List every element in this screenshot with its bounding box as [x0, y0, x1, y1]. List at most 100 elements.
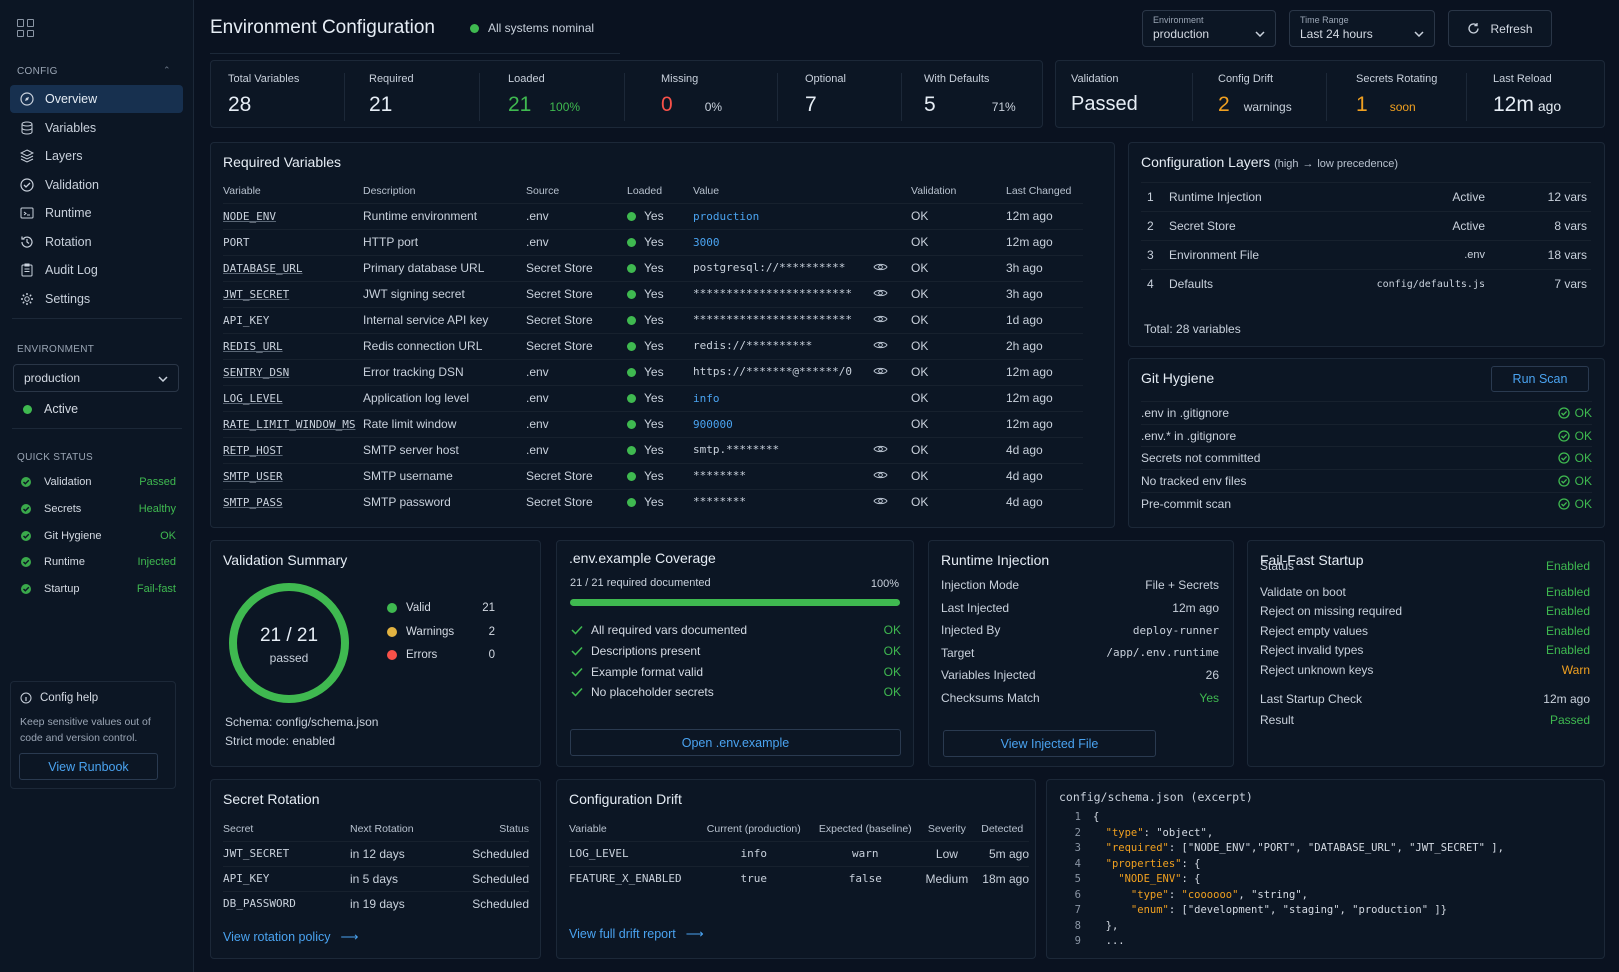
stat-missing: Missing 0 0%: [661, 73, 723, 116]
table-row[interactable]: NODE_ENV Runtime environment .env Yes produc…: [223, 202, 1083, 229]
table-row[interactable]: API_KEY Internal service API key Secret St…: [223, 306, 1083, 333]
table-row[interactable]: API_KEY in 5 days Scheduled: [223, 865, 529, 891]
eye-icon[interactable]: [873, 366, 888, 379]
table-row[interactable]: DB_PASSWORD in 19 days Scheduled: [223, 890, 529, 916]
layer-rank: 4: [1141, 269, 1169, 299]
variable-name[interactable]: JWT_SECRET: [223, 280, 363, 307]
info-icon: [20, 692, 32, 704]
variable-description: JWT signing secret: [363, 280, 526, 307]
variable-name[interactable]: SMTP_USER: [223, 462, 363, 489]
variable-name[interactable]: DATABASE_URL: [223, 254, 363, 281]
table-row[interactable]: FEATURE_X_ENABLED true false Medium 18m ago: [569, 865, 1029, 891]
code-token: "enum": [1093, 904, 1169, 916]
table-row[interactable]: RATE_LIMIT_WINDOW_MS Rate limit window .en…: [223, 410, 1083, 437]
check-icon: [571, 667, 583, 677]
fail-fast-value: Enabled: [1545, 643, 1590, 657]
view-runbook-button[interactable]: View Runbook: [19, 753, 158, 780]
quick-status-runtime[interactable]: Runtime Injected: [20, 552, 176, 572]
eye-icon[interactable]: [873, 262, 888, 275]
table-row[interactable]: JWT_SECRET in 12 days Scheduled: [223, 840, 529, 866]
code-line: "required": ["NODE_ENV","PORT", "DATABAS…: [1093, 841, 1504, 857]
sidebar-item-runtime[interactable]: Runtime: [10, 199, 183, 227]
variable-value: postgresql://**********: [693, 254, 911, 281]
environment-select[interactable]: Environment production: [1142, 10, 1276, 47]
table-row[interactable]: JWT_SECRET JWT signing secret Secret Store…: [223, 280, 1083, 307]
variable-name[interactable]: PORT: [223, 228, 363, 255]
table-row[interactable]: LOG_LEVEL Application log level .env Yes inf…: [223, 384, 1083, 411]
table-row[interactable]: SENTRY_DSN Error tracking DSN .env Yes https…: [223, 358, 1083, 385]
variable-name[interactable]: REDIS_URL: [223, 332, 363, 359]
runtime-row: Variables Injected 26: [941, 664, 1219, 686]
sidebar-item-layers[interactable]: Layers: [10, 142, 183, 170]
sidebar-item-overview[interactable]: Overview: [10, 85, 183, 113]
quick-status-validation[interactable]: Validation Passed: [20, 472, 176, 492]
sidebar-item-variables[interactable]: Variables: [10, 114, 183, 142]
variable-last-changed: 1d ago: [1006, 306, 1083, 333]
quick-status-startup[interactable]: Startup Fail-fast: [20, 579, 176, 599]
quick-status-git-hygiene[interactable]: Git Hygiene OK: [20, 526, 176, 546]
table-row[interactable]: DATABASE_URL Primary database URL Secret S…: [223, 254, 1083, 281]
eye-icon[interactable]: [873, 496, 888, 509]
variable-last-changed: 2h ago: [1006, 332, 1083, 359]
variable-name[interactable]: RATE_LIMIT_WINDOW_MS: [223, 410, 363, 437]
secret-name: API_KEY: [223, 865, 350, 891]
code-line: "enum": ["development", "staging", "prod…: [1093, 903, 1504, 919]
validation-ring: [229, 583, 349, 703]
layer-row[interactable]: 2 Secret Store Active 8 vars: [1141, 211, 1591, 241]
sidebar-item-audit-log[interactable]: Audit Log: [10, 256, 183, 284]
table-row[interactable]: RETP_HOST SMTP server host .env Yes smtp.***…: [223, 436, 1083, 463]
eye-icon[interactable]: [873, 314, 888, 327]
chevron-up-icon[interactable]: ⌃: [163, 65, 171, 75]
sidebar-item-settings[interactable]: Settings: [10, 285, 183, 313]
fail-fast-row: Status Enabled: [1260, 555, 1590, 577]
stat-validation: Validation Passed: [1071, 73, 1138, 115]
variable-description: SMTP password: [363, 488, 526, 515]
git-check-status: OK: [1558, 406, 1592, 420]
eye-icon[interactable]: [873, 444, 888, 457]
code-token: "NODE_ENV","PORT", "DATABASE_URL", "JWT_…: [1187, 842, 1485, 854]
column-header: Severity: [927, 822, 966, 835]
variable-name[interactable]: SMTP_PASS: [223, 488, 363, 515]
variable-value: smtp.********: [693, 436, 911, 463]
arrow-right-icon: ⟶: [685, 927, 704, 941]
column-header: Variable: [223, 184, 261, 197]
table-row[interactable]: LOG_LEVEL info warn Low 5m ago: [569, 840, 1029, 866]
layer-row[interactable]: 4 Defaults config/defaults.js 7 vars: [1141, 269, 1591, 299]
table-row[interactable]: SMTP_PASS SMTP password Secret Store Yes ***…: [223, 488, 1083, 515]
column-header: Expected (baseline): [818, 822, 912, 835]
time-range-select[interactable]: Time Range Last 24 hours: [1289, 10, 1435, 47]
view-injected-file-button[interactable]: View Injected File: [943, 730, 1156, 757]
variable-name[interactable]: RETP_HOST: [223, 436, 363, 463]
variable-description: Primary database URL: [363, 254, 526, 281]
code-line-numbers: 1 2 3 4 5 6 7 8 9: [1067, 810, 1081, 950]
legend-dot-icon: [387, 603, 397, 613]
view-drift-report-link[interactable]: View full drift report ⟶: [569, 926, 704, 942]
variable-last-changed: 12m ago: [1006, 410, 1083, 437]
eye-icon[interactable]: [873, 340, 888, 353]
quick-status-secrets[interactable]: Secrets Healthy: [20, 499, 176, 519]
sidebar-environment-select[interactable]: production: [13, 364, 179, 392]
variable-name[interactable]: API_KEY: [223, 306, 363, 333]
table-row[interactable]: PORT HTTP port .env Yes 3000 OK 12m ago: [223, 228, 1083, 255]
refresh-button[interactable]: Refresh: [1448, 10, 1552, 47]
view-rotation-policy-link[interactable]: View rotation policy ⟶: [223, 929, 359, 945]
table-row[interactable]: SMTP_USER SMTP username Secret Store Yes ***…: [223, 462, 1083, 489]
eye-icon[interactable]: [873, 470, 888, 483]
refresh-icon: [1467, 22, 1480, 35]
sidebar: CONFIG ⌃ Overview Variables Layers Validati…: [0, 0, 194, 972]
table-row[interactable]: REDIS_URL Redis connection URL Secret Stor…: [223, 332, 1083, 359]
variable-name[interactable]: LOG_LEVEL: [223, 384, 363, 411]
sidebar-item-validation[interactable]: Validation: [10, 171, 183, 199]
git-check-status: OK: [1558, 429, 1592, 443]
sidebar-item-rotation[interactable]: Rotation: [10, 228, 183, 256]
open-env-example-button[interactable]: Open .env.example: [570, 729, 901, 756]
variable-name[interactable]: SENTRY_DSN: [223, 358, 363, 385]
app-grid-icon[interactable]: [17, 19, 35, 37]
variable-name[interactable]: NODE_ENV: [223, 202, 363, 229]
layer-row[interactable]: 1 Runtime Injection Active 12 vars: [1141, 182, 1591, 212]
run-scan-button[interactable]: Run Scan: [1491, 366, 1589, 392]
layer-row[interactable]: 3 Environment File .env 18 vars: [1141, 240, 1591, 270]
layers-total: Total: 28 variables: [1144, 322, 1241, 336]
fail-fast-row: Reject invalid types Enabled: [1260, 639, 1590, 661]
eye-icon[interactable]: [873, 288, 888, 301]
